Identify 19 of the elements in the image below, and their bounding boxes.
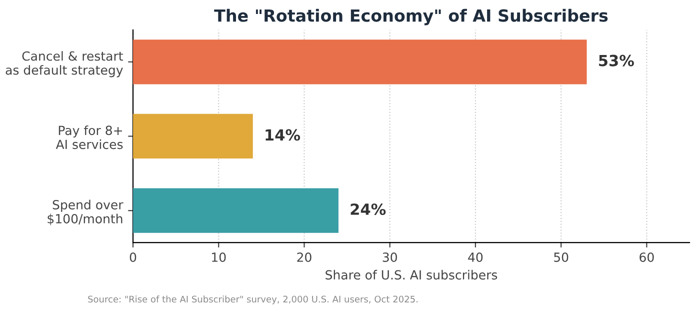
x-tick-label: 50: [554, 252, 568, 262]
data-label: 24%: [350, 203, 386, 216]
data-label: 53%: [599, 54, 634, 66]
x-tick-label: 20: [297, 252, 312, 262]
x-tick-label: 0: [130, 252, 136, 262]
y-tick-label: Pay for 8+ AI services: [56, 125, 123, 150]
x-tick-label: 60: [640, 252, 654, 262]
y-tick-label: Spend over $100/month: [48, 200, 124, 226]
source-note: Source: "Rise of the AI Subscriber" survey, 2,000 U.S. AI users, Oct 2025.: [88, 296, 418, 304]
x-tick-label: 40: [468, 252, 483, 262]
bar: [133, 114, 253, 159]
x-tick-label: 30: [382, 252, 397, 262]
bar: [133, 188, 338, 233]
bar: [133, 40, 587, 84]
y-tick-label: Cancel & restart as default strategy: [6, 51, 123, 78]
x-axis-title: Share of U.S. AI subscribers: [326, 270, 498, 280]
x-tick-label: 10: [212, 252, 226, 262]
chart-title: The "Rotation Economy" of AI Subscribers: [214, 8, 608, 26]
data-label: 14%: [266, 129, 300, 141]
